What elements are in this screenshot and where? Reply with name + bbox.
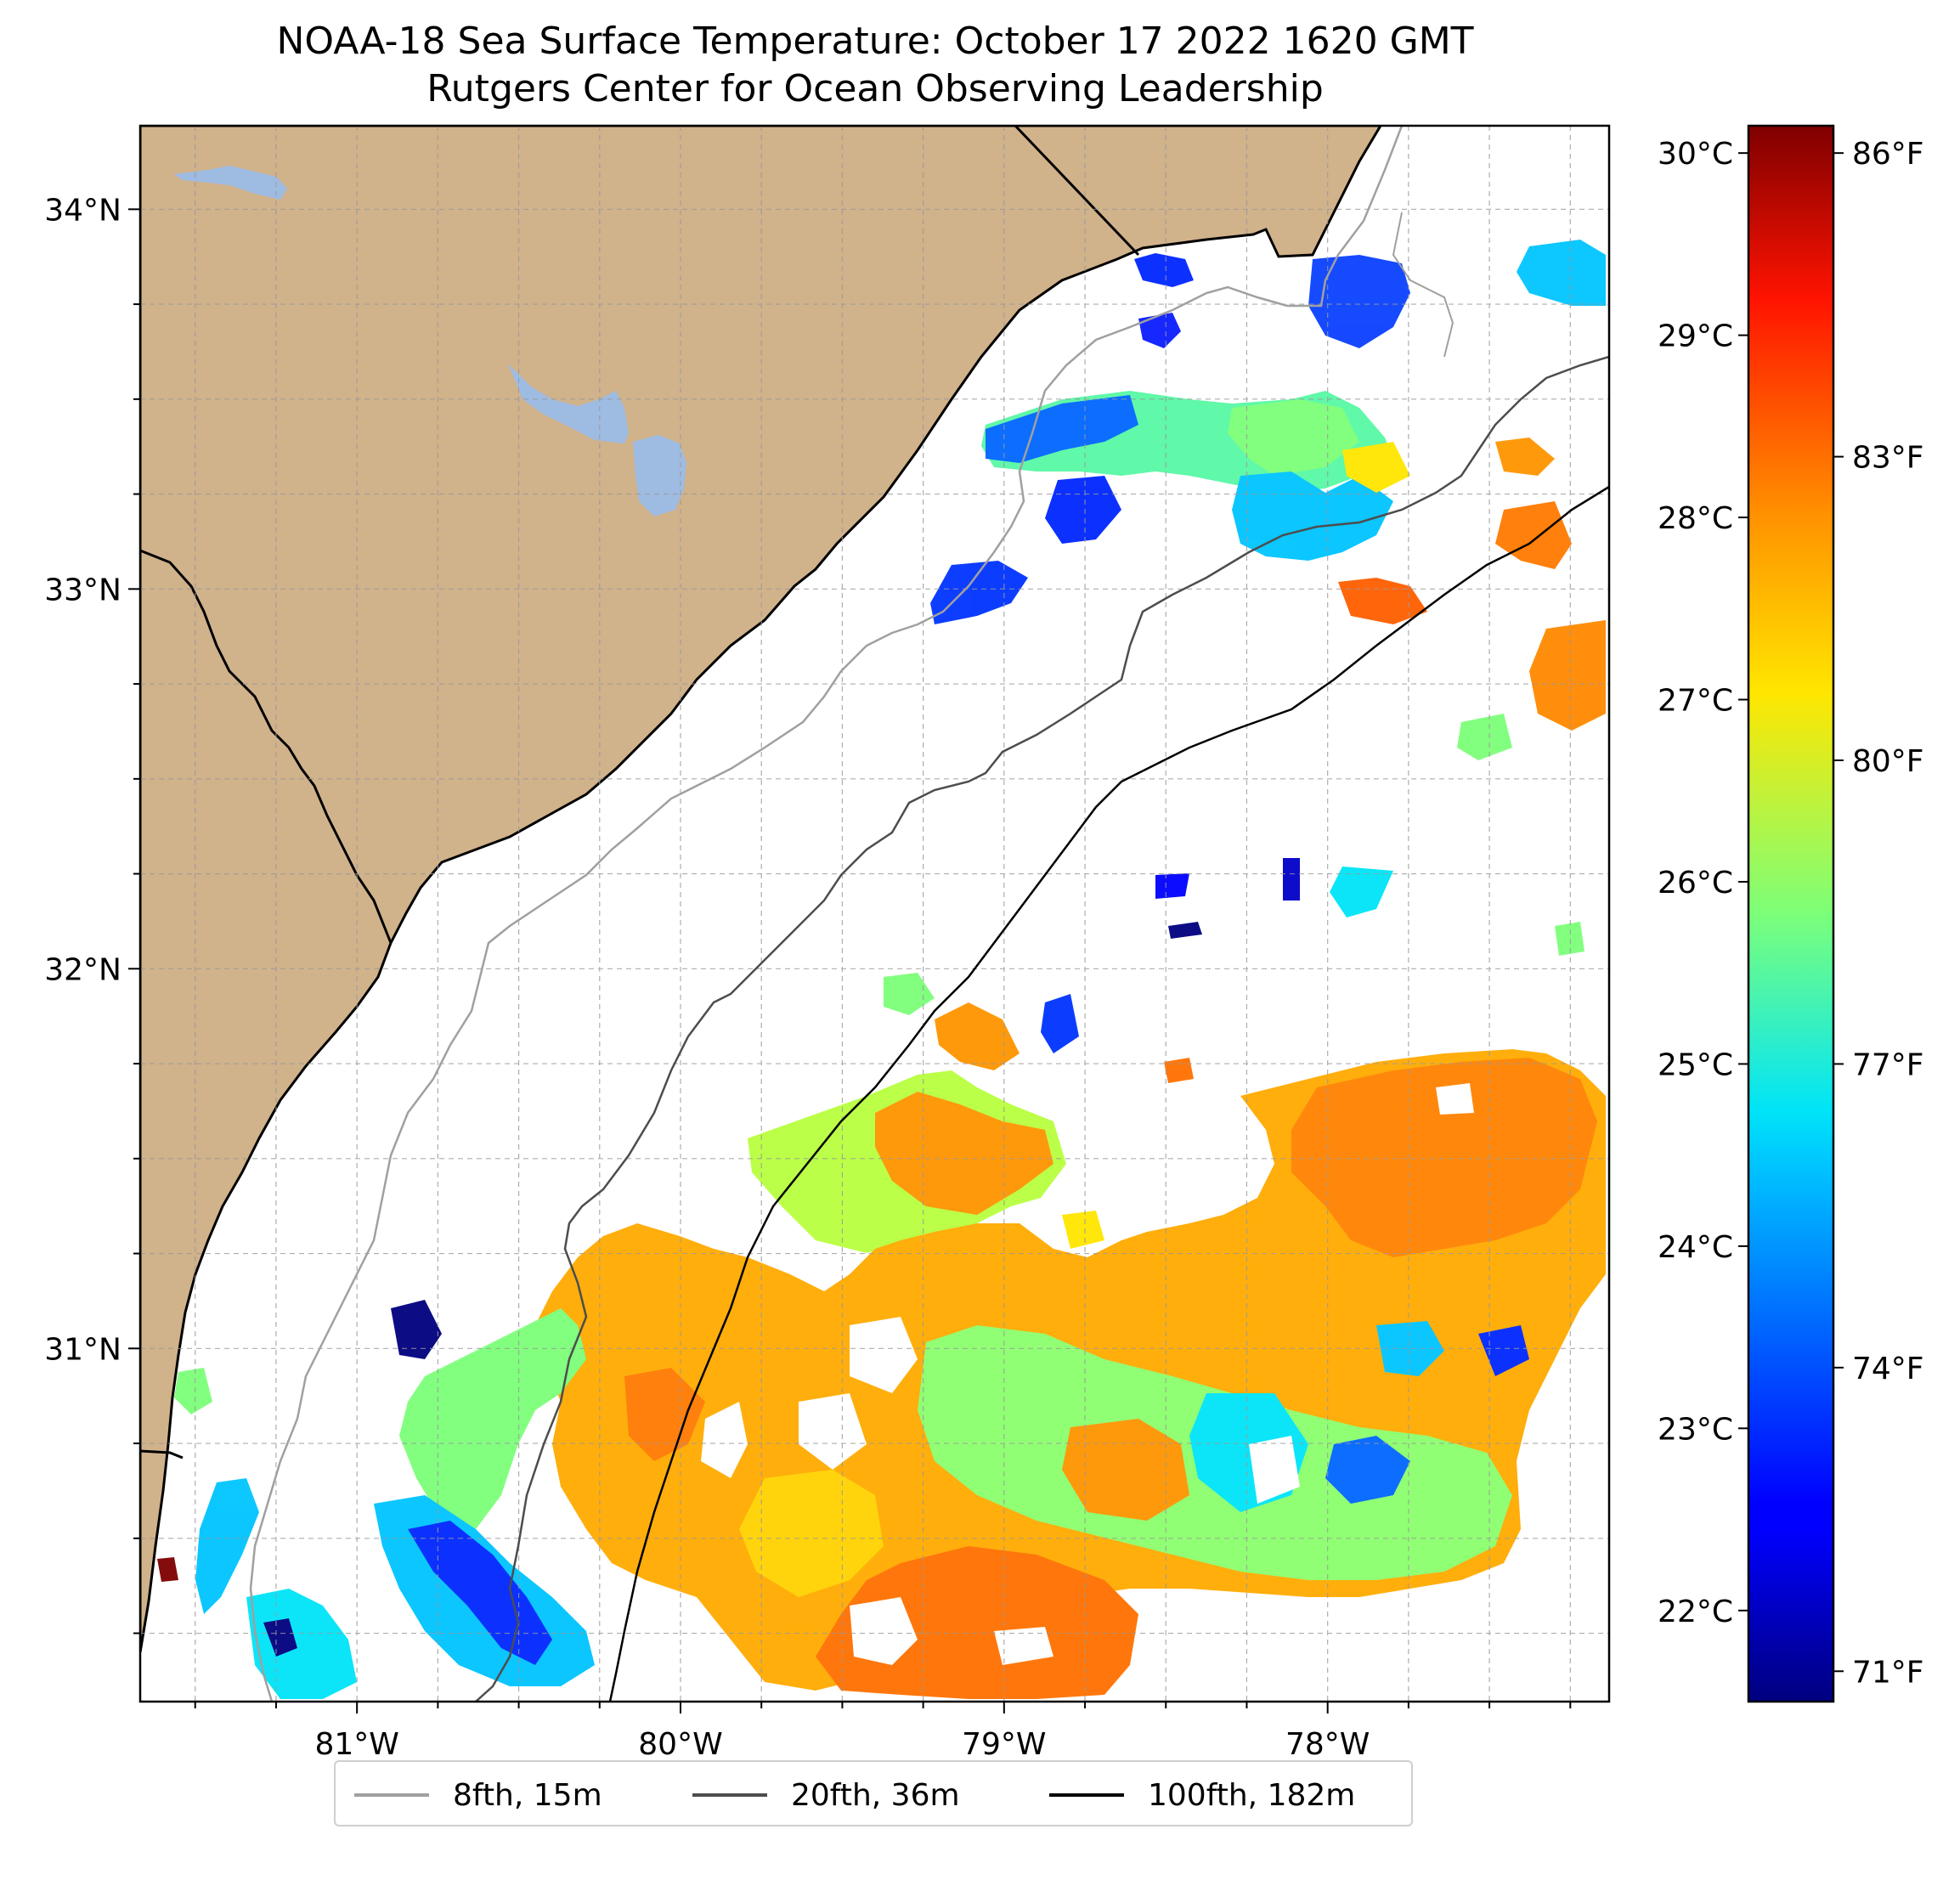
sst-patch bbox=[1291, 1058, 1597, 1257]
isobath-legend: 8fth, 15m 20fth, 36m 100fth, 182m bbox=[334, 1760, 1413, 1826]
cloud-gap bbox=[850, 1317, 918, 1393]
colorbar-fahrenheit-label: 80°F bbox=[1852, 744, 1924, 779]
isobath-15m bbox=[249, 126, 1404, 1702]
colorbar-celsius-label: 24°C bbox=[1658, 1230, 1733, 1265]
colorbar-celsius-label: 23°C bbox=[1658, 1412, 1733, 1447]
map-area bbox=[140, 126, 1609, 1702]
state-boundary-ga-fl bbox=[140, 1449, 184, 1459]
sst-patch bbox=[157, 1557, 178, 1582]
sst-patch bbox=[739, 1470, 884, 1597]
cloud-gap bbox=[1249, 1436, 1300, 1504]
lake-moultrie bbox=[508, 364, 686, 517]
cloud-gap bbox=[850, 1597, 918, 1665]
state-boundary-nc-sc bbox=[1014, 126, 1140, 257]
sst-patch bbox=[875, 1092, 1053, 1215]
sst-patch bbox=[1555, 922, 1584, 956]
isobath-36m bbox=[475, 355, 1609, 1702]
map-subtitle: Rutgers Center for Ocean Observing Leade… bbox=[426, 67, 1324, 110]
colorbar-fahrenheit-label: 71°F bbox=[1852, 1655, 1924, 1690]
legend-item-182m: 100fth, 182m bbox=[1049, 1762, 1355, 1828]
sst-patch bbox=[399, 1308, 586, 1529]
sst-patch bbox=[1325, 1436, 1410, 1504]
x-tick-label: 80°W bbox=[638, 1727, 722, 1762]
sst-patch bbox=[884, 973, 935, 1015]
cloud-gap bbox=[994, 1627, 1053, 1665]
sst-patch bbox=[1478, 1325, 1529, 1376]
sst-patch bbox=[624, 1368, 705, 1461]
cloud-gap bbox=[1436, 1083, 1474, 1115]
lake-marion bbox=[174, 166, 287, 200]
colorbar-fahrenheit-label: 83°F bbox=[1852, 441, 1924, 476]
colorbar-celsius-label: 30°C bbox=[1658, 137, 1733, 172]
colorbar-celsius-label: 29°C bbox=[1658, 319, 1733, 354]
colorbar-celsius-label: 27°C bbox=[1658, 684, 1733, 719]
colorbar-gradient bbox=[1747, 124, 1835, 1703]
sst-patch bbox=[986, 395, 1138, 463]
map-gridlines bbox=[140, 126, 1609, 1702]
sst-patch bbox=[1495, 438, 1555, 476]
x-tick-label: 81°W bbox=[314, 1727, 398, 1762]
sst-patch bbox=[391, 1300, 442, 1359]
sst-patch bbox=[1155, 873, 1189, 899]
x-tick-label: 79°W bbox=[962, 1727, 1046, 1762]
map-axes: 81°W 80°W 79°W 78°W 31°N 32°N 33°N 34°N bbox=[44, 193, 1572, 1762]
colorbar: 22°C 23°C 24°C 25°C 26°C 27°C 28°C 29°C 30°C 71°F… bbox=[1658, 124, 1924, 1703]
sst-patch bbox=[1308, 255, 1410, 348]
legend-label-36m: 20fth, 36m bbox=[791, 1777, 960, 1813]
sst-patch bbox=[1045, 476, 1121, 544]
sst-patch bbox=[1134, 253, 1194, 287]
land-mass bbox=[140, 126, 1382, 1653]
y-tick-label: 33°N bbox=[44, 573, 121, 607]
cloud-gap bbox=[799, 1393, 867, 1470]
colorbar-celsius-label: 26°C bbox=[1658, 866, 1733, 900]
sst-patch bbox=[1164, 1058, 1194, 1083]
y-tick-label: 34°N bbox=[44, 193, 121, 228]
y-tick-label: 32°N bbox=[44, 952, 121, 987]
sst-patch bbox=[1228, 399, 1359, 476]
sst-patch bbox=[1517, 240, 1606, 306]
sst-patch bbox=[1376, 1321, 1444, 1376]
sst-patch bbox=[1138, 313, 1181, 348]
sst-patch bbox=[1041, 994, 1079, 1053]
y-tick-label: 31°N bbox=[44, 1332, 121, 1367]
cloud-gaps bbox=[701, 1083, 1474, 1665]
sst-patch bbox=[1062, 1419, 1189, 1521]
sst-patch bbox=[1529, 620, 1606, 731]
colorbar-ticks: 22°C 23°C 24°C 25°C 26°C 27°C 28°C 29°C 30°C 71°F… bbox=[1658, 137, 1923, 1690]
legend-swatch-15m bbox=[354, 1793, 429, 1797]
sst-patch bbox=[1283, 858, 1300, 900]
sst-patch bbox=[263, 1618, 297, 1657]
cloud-gap bbox=[701, 1402, 748, 1478]
sst-patch bbox=[1330, 867, 1393, 917]
sst-patch bbox=[174, 1368, 212, 1414]
colorbar-celsius-label: 22°C bbox=[1658, 1595, 1733, 1629]
sst-data-layer bbox=[157, 240, 1606, 1699]
legend-label-15m: 8fth, 15m bbox=[453, 1777, 602, 1813]
legend-item-36m: 20fth, 36m bbox=[692, 1762, 960, 1828]
legend-swatch-36m bbox=[692, 1793, 767, 1797]
sst-patch bbox=[1062, 1211, 1104, 1249]
sst-patch bbox=[195, 1478, 259, 1614]
colorbar-celsius-label: 28°C bbox=[1658, 501, 1733, 536]
isobath-15m-inner bbox=[1392, 212, 1454, 358]
sst-patch bbox=[935, 1002, 1020, 1070]
sst-patch bbox=[1342, 442, 1410, 493]
x-tick-label: 78°W bbox=[1285, 1727, 1370, 1762]
state-boundary-ga-sc bbox=[140, 549, 393, 944]
legend-label-182m: 100fth, 182m bbox=[1148, 1777, 1356, 1813]
sst-patch bbox=[246, 1589, 357, 1699]
legend-swatch-182m bbox=[1049, 1793, 1124, 1797]
colorbar-fahrenheit-label: 74°F bbox=[1852, 1352, 1924, 1386]
isobath-182m bbox=[608, 485, 1609, 1702]
sst-patch bbox=[1168, 922, 1202, 939]
map-title: NOAA-18 Sea Surface Temperature: October… bbox=[276, 20, 1474, 63]
colorbar-celsius-label: 25°C bbox=[1658, 1047, 1733, 1082]
map-frame bbox=[138, 124, 1611, 1703]
colorbar-fahrenheit-label: 77°F bbox=[1852, 1047, 1924, 1082]
sst-patch bbox=[1457, 714, 1512, 760]
legend-item-15m: 8fth, 15m bbox=[354, 1762, 602, 1828]
colorbar-fahrenheit-label: 86°F bbox=[1852, 137, 1924, 172]
